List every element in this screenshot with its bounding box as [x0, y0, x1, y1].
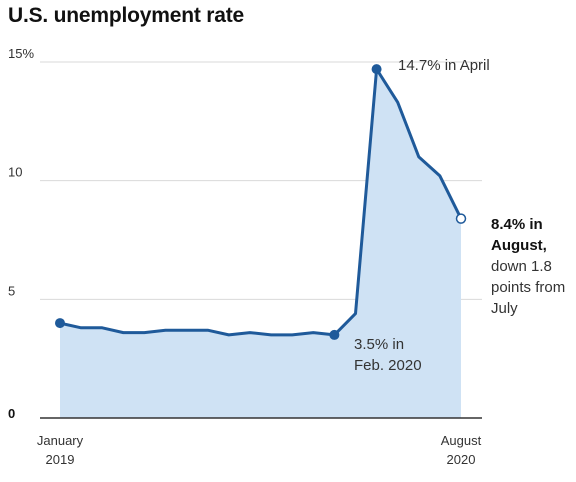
data-point-2020-04 [371, 64, 382, 75]
x-tick-end-line2: 2020 [447, 452, 476, 467]
x-tick-end-line1: August [441, 433, 482, 448]
x-tick-start-line1: January [37, 433, 84, 448]
y-tick-label: 0 [8, 406, 15, 421]
annotation-end-bold2: August, [491, 237, 547, 254]
data-points [55, 64, 467, 340]
annotation-peak: 14.7% in April [398, 57, 490, 74]
y-axis-ticks: 0 5 10 15% [8, 46, 34, 421]
annotation-low-line1: 3.5% in [354, 336, 404, 353]
y-tick-label: 5 [8, 283, 15, 298]
x-tick-start-line2: 2019 [46, 452, 75, 467]
chart-title: U.S. unemployment rate [8, 4, 244, 27]
data-point-2019-01 [55, 318, 65, 329]
area-fill [60, 69, 461, 418]
annotation-end-bold1: 8.4% in [491, 216, 543, 233]
annotation-end-line4: points from [491, 279, 565, 296]
series-line [58, 67, 463, 337]
y-tick-label: 10 [8, 165, 22, 180]
annotation-end-line5: July [491, 300, 518, 317]
annotation-end-line3: down 1.8 [491, 258, 552, 275]
annotation-low-line2: Feb. 2020 [354, 357, 422, 374]
data-point-2020-08 [455, 213, 467, 224]
data-point-2020-02 [329, 329, 340, 340]
y-tick-label: 15% [8, 46, 34, 61]
